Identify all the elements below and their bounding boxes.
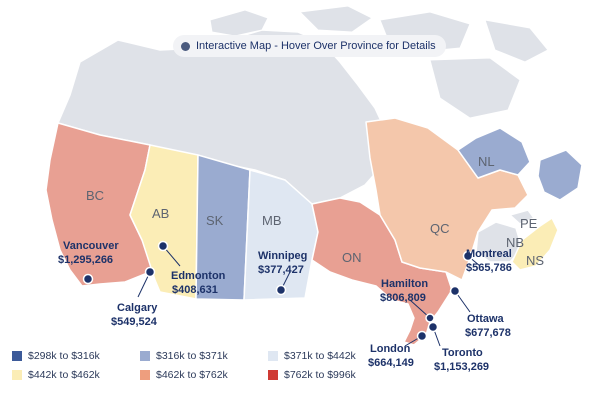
legend-swatch [140, 370, 150, 380]
interactive-hint-badge: Interactive Map - Hover Over Province fo… [173, 35, 446, 57]
city-price-london: $664,149 [368, 357, 414, 369]
city-marker-vancouver[interactable] [82, 273, 94, 285]
city-marker-calgary[interactable] [144, 266, 156, 278]
city-label-montreal: Montreal [466, 248, 512, 260]
legend-swatch [268, 370, 278, 380]
city-marker-london[interactable] [416, 330, 428, 342]
city-price-vancouver: $1,295,266 [58, 254, 113, 266]
legend-label: $442k to $462k [28, 369, 100, 381]
province-label-qc: QC [430, 221, 450, 236]
city-price-hamilton: $806,809 [380, 292, 426, 304]
city-price-toronto: $1,153,269 [434, 361, 489, 373]
price-legend: $298k to $316k $316k to $371k $371k to $… [12, 350, 396, 381]
legend-swatch [268, 351, 278, 361]
arctic-island [209, 9, 269, 37]
legend-item: $298k to $316k [12, 350, 140, 362]
province-ns[interactable] [511, 217, 559, 271]
city-marker-edmonton[interactable] [157, 240, 169, 252]
legend-item: $462k to $762k [140, 369, 268, 381]
city-label-toronto: Toronto [442, 347, 483, 359]
city-label-winnipeg: Winnipeg [258, 250, 307, 262]
province-label-on: ON [342, 250, 362, 265]
legend-swatch [12, 351, 22, 361]
legend-label: $316k to $371k [156, 350, 228, 362]
legend-item: $371k to $442k [268, 350, 396, 362]
city-price-montreal: $565,786 [466, 262, 512, 274]
city-price-winnipeg: $377,427 [258, 264, 304, 276]
city-label-london: London [370, 343, 411, 355]
city-marker-winnipeg[interactable] [275, 284, 287, 296]
province-label-mb: MB [262, 213, 282, 228]
province-label-nl: NL [478, 154, 495, 169]
province-pe[interactable] [509, 209, 535, 225]
city-label-edmonton: Edmonton [171, 270, 226, 282]
legend-label: $298k to $316k [28, 350, 100, 362]
legend-label: $762k to $996k [284, 369, 356, 381]
city-label-ottawa: Ottawa [467, 313, 505, 325]
legend-swatch [12, 370, 22, 380]
city-price-ottawa: $677,678 [465, 327, 511, 339]
province-label-ab: AB [152, 206, 169, 221]
info-dot-icon [181, 41, 190, 51]
province-label-sk: SK [206, 213, 224, 228]
city-label-hamilton: Hamilton [381, 278, 428, 290]
arctic-island [429, 57, 521, 119]
city-marker-toronto[interactable] [427, 321, 439, 333]
province-nl-island[interactable] [537, 149, 583, 201]
province-label-nb: NB [506, 235, 524, 250]
province-nl[interactable] [457, 127, 531, 179]
city-label-calgary: Calgary [117, 302, 158, 314]
legend-item: $762k to $996k [268, 369, 396, 381]
city-marker-ottawa[interactable] [449, 285, 461, 297]
province-label-pe: PE [520, 216, 538, 231]
city-marker-montreal[interactable] [462, 250, 474, 262]
interactive-hint-text: Interactive Map - Hover Over Province fo… [196, 40, 436, 52]
arctic-island [298, 5, 373, 33]
city-marker-hamilton[interactable] [425, 313, 435, 323]
legend-label: $371k to $442k [284, 350, 356, 362]
city-label-vancouver: Vancouver [63, 240, 119, 252]
arctic-island [484, 19, 549, 63]
legend-label: $462k to $762k [156, 369, 228, 381]
province-label-ns: NS [526, 253, 544, 268]
city-price-calgary: $549,524 [111, 316, 158, 328]
legend-swatch [140, 351, 150, 361]
legend-item: $442k to $462k [12, 369, 140, 381]
province-label-bc: BC [86, 188, 104, 203]
legend-item: $316k to $371k [140, 350, 268, 362]
city-price-edmonton: $408,631 [172, 284, 218, 296]
